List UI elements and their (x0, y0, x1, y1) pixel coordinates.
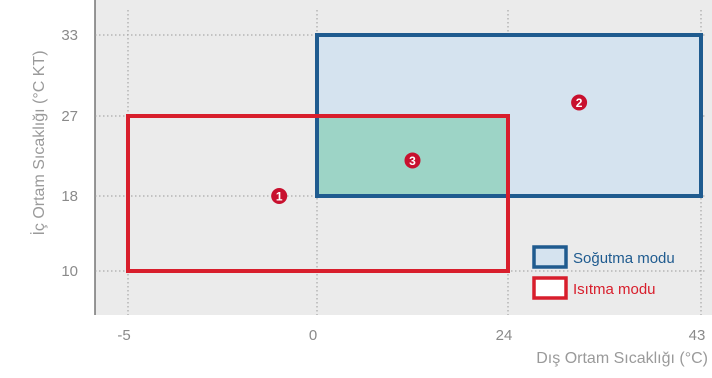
x-tick-labels: -5 0 24 43 (117, 327, 705, 344)
y-tick-label: 18 (61, 188, 78, 205)
region-badges: 1 2 3 (271, 94, 588, 204)
legend-label: Soğutma modu (573, 250, 675, 267)
legend: Soğutma modu Isıtma modu (532, 245, 675, 300)
x-axis-label: Dış Ortam Sıcaklığı (°C) (536, 350, 708, 367)
y-tick-label: 33 (61, 27, 78, 44)
y-tick-labels: 10 18 27 33 (61, 27, 78, 280)
y-axis-label: İç Ortam Sıcaklığı (°C KT) (29, 50, 48, 235)
region-badge-label: 3 (409, 154, 416, 168)
x-tick-label: 43 (689, 327, 706, 344)
region-badge (271, 188, 288, 204)
region-badge-label: 1 (276, 190, 283, 204)
x-tick-label: -5 (117, 327, 130, 344)
x-tick-label: 24 (496, 327, 513, 344)
region-badge-label: 2 (576, 96, 583, 110)
x-tick-label: 0 (309, 327, 317, 344)
y-tick-label: 27 (61, 108, 78, 125)
region-badge (404, 152, 421, 169)
mode-regions (126, 33, 703, 273)
legend-swatch (532, 245, 568, 269)
y-tick-label: 10 (61, 263, 78, 280)
legend-label: Isıtma modu (573, 281, 656, 298)
legend-swatch (532, 276, 568, 300)
region-badge (571, 94, 588, 111)
heating-region-border (126, 114, 510, 273)
